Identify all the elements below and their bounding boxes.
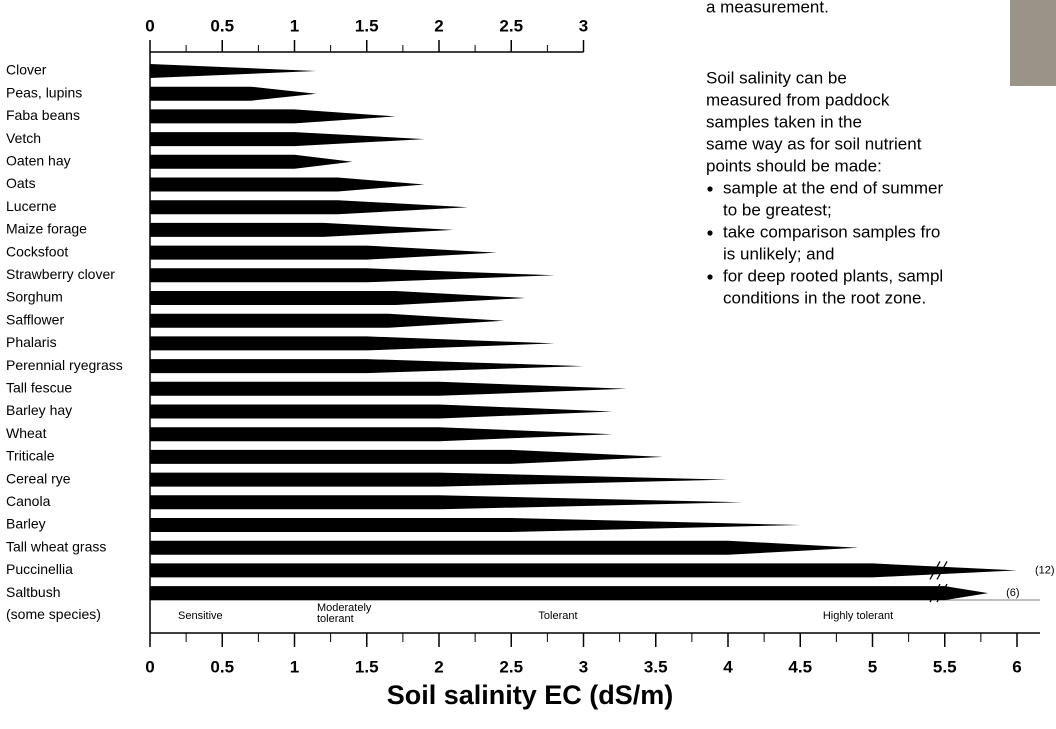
category-label: Vetch	[6, 130, 41, 146]
category-label: Barley	[6, 516, 46, 532]
top-tick-label: 3	[579, 16, 588, 35]
side-text: samples taken in the	[706, 112, 862, 131]
x-tick-label: 3	[579, 657, 588, 676]
wedge	[150, 291, 526, 305]
bullet	[707, 274, 713, 280]
side-text: sample at the end of summer	[723, 178, 944, 197]
x-tick-label: 4	[723, 657, 733, 676]
x-tick-label: 1	[290, 657, 299, 676]
side-text: to be greatest;	[723, 200, 832, 219]
side-text: for deep rooted plants, sampl	[723, 266, 943, 285]
wedge	[150, 586, 989, 601]
x-tick-label: 6	[1012, 657, 1021, 676]
category-label: Perennial ryegrass	[6, 357, 123, 373]
category-label: Oaten hay	[6, 153, 71, 169]
side-text: measured from paddock	[706, 90, 890, 109]
category-label: Peas, lupins	[6, 84, 82, 100]
category-label: Tall wheat grass	[6, 538, 106, 554]
wedge	[150, 200, 468, 215]
wedge	[150, 427, 613, 442]
x-tick-label: 3.5	[644, 657, 668, 676]
x-tick-label: 4.5	[788, 657, 812, 676]
wedge	[150, 404, 613, 419]
side-text: a measurement.	[706, 0, 829, 16]
top-tick-label: 2	[434, 16, 443, 35]
x-tick-label: 1.5	[355, 657, 379, 676]
wedge	[150, 132, 425, 147]
side-text: take comparison samples fro	[723, 222, 940, 241]
category-label: Safflower	[6, 311, 64, 327]
value-label: (12)	[1035, 564, 1055, 576]
x-tick-label: 5.5	[933, 657, 957, 676]
category-label: Tall fescue	[6, 380, 72, 396]
wedge	[150, 381, 627, 396]
wedge	[150, 86, 317, 101]
category-label: Cereal rye	[6, 470, 71, 486]
zone-label: Tolerant	[538, 610, 577, 622]
x-tick-label: 2	[434, 657, 443, 676]
top-tick-label: 1	[290, 16, 299, 35]
photo	[1010, 0, 1056, 86]
top-tick-label: 0	[145, 16, 154, 35]
wedge	[150, 109, 396, 124]
category-label: Triticale	[6, 448, 55, 464]
wedge	[150, 268, 555, 283]
zone-label: Highly tolerant	[823, 610, 893, 622]
axis-break	[929, 583, 941, 603]
x-tick-label: 0.5	[210, 657, 234, 676]
category-label: Saltbush	[6, 584, 60, 600]
category-label: Canola	[6, 493, 51, 509]
wedge	[150, 472, 728, 487]
top-tick-label: 2.5	[499, 16, 523, 35]
wedge	[150, 336, 555, 351]
axis-break	[929, 561, 941, 580]
category-label: Wheat	[6, 425, 47, 441]
x-tick-label: 0	[145, 657, 154, 676]
wedge	[150, 540, 859, 555]
wedge	[150, 563, 1017, 578]
category-label: Strawberry clover	[6, 266, 115, 282]
value-label: (6)	[1006, 587, 1019, 599]
wedge	[150, 154, 353, 169]
top-tick-label: 0.5	[210, 16, 234, 35]
x-tick-label: 2.5	[499, 657, 523, 676]
category-label: Oats	[6, 175, 36, 191]
wedge	[150, 449, 663, 464]
side-text: same way as for soil nutrient	[706, 134, 922, 153]
axis-break	[936, 583, 948, 603]
wedge	[150, 359, 584, 374]
wedge	[150, 518, 801, 532]
category-label: Puccinellia	[6, 561, 73, 577]
category-label: Clover	[6, 62, 47, 78]
wedge	[150, 495, 743, 510]
side-text: Soil salinity can be	[706, 68, 847, 87]
wedge	[150, 222, 454, 237]
category-label: Sorghum	[6, 289, 63, 305]
category-label: Barley hay	[6, 402, 72, 418]
wedge	[150, 64, 317, 78]
side-text: is unlikely; and	[723, 244, 835, 263]
category-label: Maize forage	[6, 221, 87, 237]
wedge	[150, 245, 497, 260]
wedge	[150, 313, 505, 328]
bullet	[707, 230, 713, 236]
bullet	[707, 186, 713, 192]
top-tick-label: 1.5	[355, 16, 379, 35]
axis-break	[936, 561, 948, 580]
category-label: Cocksfoot	[6, 243, 68, 259]
zone-label: Moderately tolerant	[317, 602, 372, 625]
side-text: conditions in the root zone.	[723, 288, 926, 307]
zone-label: Sensitive	[178, 610, 223, 622]
side-text: points should be made:	[706, 156, 882, 175]
category-label: Lucerne	[6, 198, 57, 214]
x-axis-title: Soil salinity EC (dS/m)	[387, 680, 674, 710]
category-label: Faba beans	[6, 107, 80, 123]
category-label: Phalaris	[6, 334, 57, 350]
wedge	[150, 177, 425, 192]
category-label: (some species)	[6, 606, 101, 622]
x-tick-label: 5	[868, 657, 877, 676]
